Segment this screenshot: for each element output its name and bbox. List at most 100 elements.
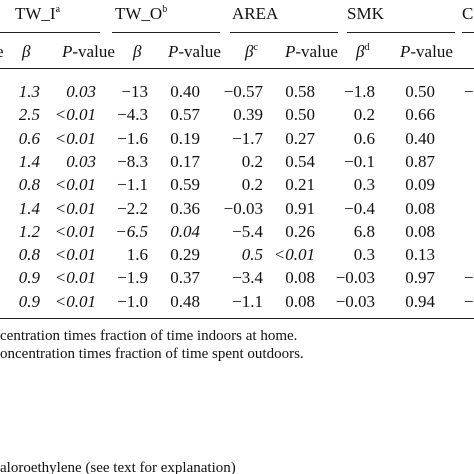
group-rule — [230, 32, 338, 33]
table-cell: 0.19 — [170, 128, 200, 148]
table-cell: 0.2 — [353, 105, 375, 125]
table-cell: 0.26 — [285, 221, 315, 241]
table-cell: −1.9 — [117, 268, 148, 288]
table-cell: <0.01 — [54, 105, 96, 125]
table-cell: − — [464, 82, 474, 101]
table-cell: −0.03 — [223, 198, 263, 218]
table-cell: −1.1 — [117, 175, 148, 195]
superscript: d — [364, 42, 370, 53]
table-cell: 0.3 — [353, 245, 375, 265]
footnote: aloroethylene (see text for explanation) — [0, 460, 236, 474]
column-header: P-value — [285, 42, 338, 62]
table-cell: 0.17 — [170, 151, 200, 171]
table-cell: − — [464, 291, 474, 311]
footnote: oncentration times fraction of time spen… — [0, 346, 304, 362]
table-cell: 0.87 — [405, 151, 435, 171]
table-cell: 0.57 — [170, 105, 200, 125]
table-cell: −1.8 — [344, 82, 375, 101]
column-header-text: e — [0, 42, 4, 61]
table-cell: 1.6 — [126, 245, 148, 265]
table-cell: −2.2 — [117, 198, 148, 218]
group-header-text: TW_O — [115, 4, 163, 23]
table-cell: 0.13 — [405, 245, 435, 265]
table-cell: 0.9 — [18, 268, 40, 288]
table-cell: 0.54 — [285, 151, 315, 171]
table-cell: −1.7 — [232, 128, 263, 148]
group-header-text: TW_I — [15, 4, 56, 23]
group-header: SMK — [347, 4, 384, 24]
table-cell: 0.59 — [170, 175, 200, 195]
column-header-text: P-value — [285, 42, 338, 61]
table-cell: 0.48 — [170, 291, 200, 311]
table-cell: −6.5 — [115, 221, 148, 241]
table-cell: 0.21 — [285, 175, 315, 195]
column-header: βc — [245, 42, 258, 62]
table-cell: −5.4 — [232, 221, 263, 241]
table-cell: 0.09 — [405, 175, 435, 195]
column-header: β — [133, 42, 141, 62]
table-cell: 0.97 — [405, 268, 435, 288]
table-cell: −4.3 — [117, 105, 148, 125]
group-header: C — [462, 4, 473, 24]
table-cell: 0.66 — [405, 105, 435, 125]
group-rule — [112, 32, 220, 33]
table-cell: 0.08 — [285, 291, 315, 311]
table-cell: <0.01 — [54, 175, 96, 195]
table-cell: <0.01 — [54, 268, 96, 288]
column-header: e — [0, 42, 4, 62]
table-cell: 0.6 — [353, 128, 375, 148]
table-cell: −0.03 — [335, 268, 375, 288]
table-cell: −1.1 — [232, 291, 263, 311]
table-cell: 1.2 — [18, 221, 40, 241]
column-header-text: P-value — [168, 42, 221, 61]
superscript: b — [162, 4, 168, 15]
table-cell: −0.57 — [223, 82, 263, 101]
table-cell: <0.01 — [54, 245, 96, 265]
table-cell: 0.40 — [170, 82, 200, 101]
table-cell: −0.1 — [344, 151, 375, 171]
table-cell: 0.03 — [66, 151, 96, 171]
group-header: TW_Ob — [115, 4, 167, 24]
table-cell: <0.01 — [54, 221, 96, 241]
group-rule — [347, 32, 455, 33]
table-cell: 1.4 — [18, 151, 40, 171]
group-header: AREA — [232, 4, 278, 24]
column-header: P-value — [62, 42, 115, 62]
table-cell: 0.04 — [170, 221, 200, 241]
table-cell: <0.01 — [54, 291, 96, 311]
column-header-text: β — [245, 42, 254, 61]
table-cell: 0.3 — [353, 175, 375, 195]
table-cell: 0.29 — [170, 245, 200, 265]
table-cell: 0.2 — [241, 175, 263, 195]
table-cell: −1.6 — [117, 128, 148, 148]
column-header: P-value — [168, 42, 221, 62]
group-rule — [0, 32, 100, 33]
table-cell: 6.8 — [353, 221, 375, 241]
column-header: βd — [356, 42, 369, 62]
group-header-text: SMK — [347, 4, 384, 23]
table-cell: 0.8 — [18, 175, 40, 195]
column-header: β — [22, 42, 30, 62]
column-header-text: P-value — [62, 42, 115, 61]
table-cell: 2.5 — [18, 105, 40, 125]
table-cell: 0.08 — [405, 198, 435, 218]
table-cell: 0.39 — [233, 105, 263, 125]
superscript: a — [55, 4, 61, 15]
table-cell: 0.27 — [285, 128, 315, 148]
table-cell: 1.3 — [18, 82, 40, 101]
table-cell: 0.9 — [18, 291, 40, 311]
table-cell: −13 — [121, 82, 148, 101]
table-cell: 0.5 — [241, 245, 263, 265]
table-cell: −3.4 — [232, 268, 263, 288]
table-cell: <0.01 — [54, 128, 96, 148]
group-header: TW_Ia — [15, 4, 60, 24]
table-cell: −0.03 — [335, 291, 375, 311]
table-cell: − — [464, 268, 474, 288]
group-header-text: AREA — [232, 4, 279, 23]
column-header-text: β — [356, 42, 365, 61]
table-cell: 0.08 — [285, 268, 315, 288]
column-header-text: P-value — [400, 42, 453, 61]
header-rule — [0, 68, 474, 69]
table-cell: −8.3 — [117, 151, 148, 171]
